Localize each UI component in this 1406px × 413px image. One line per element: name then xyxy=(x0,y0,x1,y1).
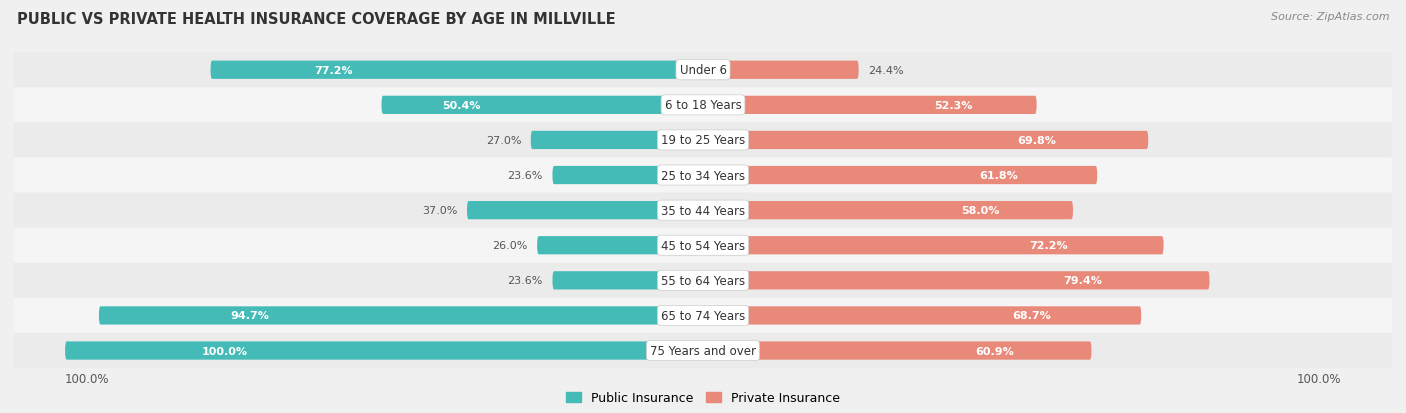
Text: 23.6%: 23.6% xyxy=(508,171,543,180)
Text: 72.2%: 72.2% xyxy=(1029,241,1067,251)
Text: 6 to 18 Years: 6 to 18 Years xyxy=(665,99,741,112)
Text: 100.0%: 100.0% xyxy=(201,346,247,356)
FancyBboxPatch shape xyxy=(14,123,1392,158)
FancyBboxPatch shape xyxy=(531,131,703,150)
Text: 100.0%: 100.0% xyxy=(1296,373,1341,385)
FancyBboxPatch shape xyxy=(703,62,859,80)
FancyBboxPatch shape xyxy=(703,97,1036,115)
Text: 26.0%: 26.0% xyxy=(492,241,527,251)
FancyBboxPatch shape xyxy=(703,306,1142,325)
FancyBboxPatch shape xyxy=(703,131,1149,150)
Text: 50.4%: 50.4% xyxy=(443,101,481,111)
FancyBboxPatch shape xyxy=(467,202,703,220)
FancyBboxPatch shape xyxy=(14,88,1392,123)
FancyBboxPatch shape xyxy=(703,202,1073,220)
FancyBboxPatch shape xyxy=(553,166,703,185)
Text: 77.2%: 77.2% xyxy=(315,66,353,76)
Text: 61.8%: 61.8% xyxy=(980,171,1018,180)
Text: 19 to 25 Years: 19 to 25 Years xyxy=(661,134,745,147)
Text: 79.4%: 79.4% xyxy=(1063,275,1102,286)
FancyBboxPatch shape xyxy=(14,333,1392,368)
Text: 58.0%: 58.0% xyxy=(962,206,1000,216)
FancyBboxPatch shape xyxy=(703,237,1164,255)
Text: 94.7%: 94.7% xyxy=(231,311,270,320)
Text: 37.0%: 37.0% xyxy=(422,206,457,216)
FancyBboxPatch shape xyxy=(14,158,1392,193)
FancyBboxPatch shape xyxy=(14,298,1392,333)
Text: 60.9%: 60.9% xyxy=(974,346,1014,356)
Text: 52.3%: 52.3% xyxy=(934,101,973,111)
Text: 65 to 74 Years: 65 to 74 Years xyxy=(661,309,745,322)
Text: 69.8%: 69.8% xyxy=(1018,135,1056,146)
FancyBboxPatch shape xyxy=(14,263,1392,298)
FancyBboxPatch shape xyxy=(14,53,1392,88)
FancyBboxPatch shape xyxy=(14,193,1392,228)
Text: 45 to 54 Years: 45 to 54 Years xyxy=(661,239,745,252)
FancyBboxPatch shape xyxy=(703,342,1091,360)
FancyBboxPatch shape xyxy=(65,342,703,360)
Text: Source: ZipAtlas.com: Source: ZipAtlas.com xyxy=(1271,12,1389,22)
Text: 68.7%: 68.7% xyxy=(1012,311,1052,320)
Text: 55 to 64 Years: 55 to 64 Years xyxy=(661,274,745,287)
Legend: Public Insurance, Private Insurance: Public Insurance, Private Insurance xyxy=(567,391,839,404)
FancyBboxPatch shape xyxy=(537,237,703,255)
FancyBboxPatch shape xyxy=(703,166,1097,185)
FancyBboxPatch shape xyxy=(211,62,703,80)
Text: 100.0%: 100.0% xyxy=(65,373,110,385)
Text: Under 6: Under 6 xyxy=(679,64,727,77)
Text: 25 to 34 Years: 25 to 34 Years xyxy=(661,169,745,182)
Text: PUBLIC VS PRIVATE HEALTH INSURANCE COVERAGE BY AGE IN MILLVILLE: PUBLIC VS PRIVATE HEALTH INSURANCE COVER… xyxy=(17,12,616,27)
FancyBboxPatch shape xyxy=(98,306,703,325)
FancyBboxPatch shape xyxy=(14,228,1392,263)
Text: 35 to 44 Years: 35 to 44 Years xyxy=(661,204,745,217)
FancyBboxPatch shape xyxy=(553,272,703,290)
Text: 27.0%: 27.0% xyxy=(485,135,522,146)
FancyBboxPatch shape xyxy=(703,272,1209,290)
Text: 75 Years and over: 75 Years and over xyxy=(650,344,756,357)
Text: 23.6%: 23.6% xyxy=(508,275,543,286)
Text: 24.4%: 24.4% xyxy=(869,66,904,76)
FancyBboxPatch shape xyxy=(381,97,703,115)
